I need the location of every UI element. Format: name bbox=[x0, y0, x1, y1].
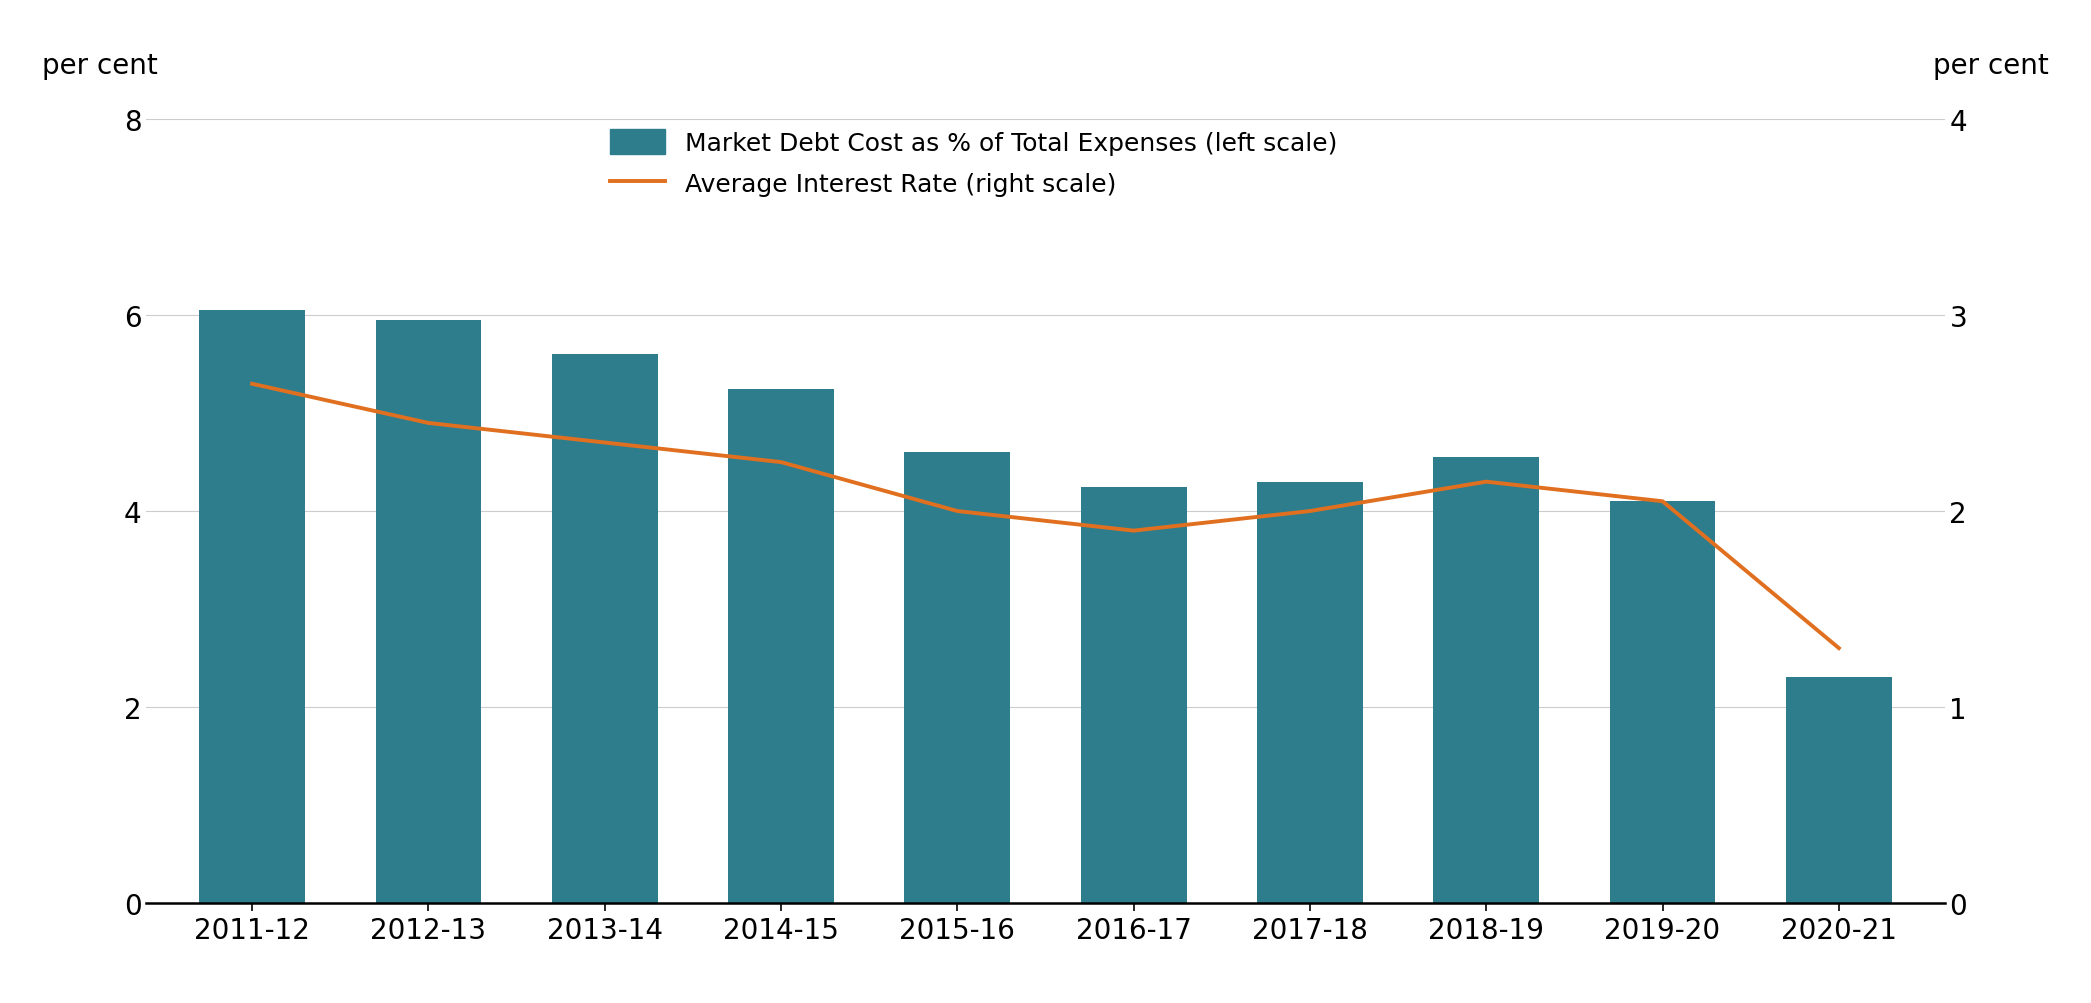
Text: per cent: per cent bbox=[42, 52, 157, 80]
Bar bbox=[1081, 487, 1186, 903]
Bar bbox=[728, 389, 834, 903]
Bar bbox=[199, 311, 305, 903]
Bar bbox=[376, 321, 481, 903]
Bar bbox=[1610, 502, 1715, 903]
Bar bbox=[1257, 482, 1363, 903]
Legend: Market Debt Cost as % of Total Expenses (left scale), Average Interest Rate (rig: Market Debt Cost as % of Total Expenses … bbox=[598, 117, 1351, 210]
Bar bbox=[1786, 678, 1892, 903]
Bar bbox=[905, 453, 1010, 903]
Bar bbox=[552, 355, 659, 903]
Text: per cent: per cent bbox=[1934, 52, 2049, 80]
Bar bbox=[1432, 457, 1539, 903]
